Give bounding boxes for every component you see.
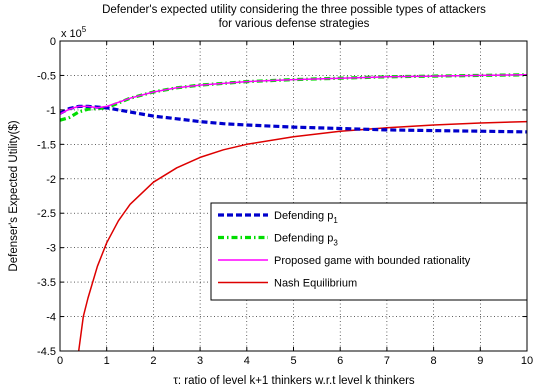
y-axis-label: Defenser's Expected Utility($) <box>8 120 20 271</box>
x-tick-label: 3 <box>197 355 203 367</box>
axis-ticks: 0 1 2 3 4 5 6 7 8 9 10 0 -0.5 -1 -1.5 -2 -2.5 -3 -3.5 -4 -4.… <box>37 36 533 367</box>
legend-label-3: Nash Equilibrium <box>274 278 357 290</box>
y-exponent-power: 5 <box>82 25 87 34</box>
legend-label-subscript: 3 <box>333 239 338 248</box>
legend-label-text: Defending p <box>274 233 333 245</box>
x-tick-label: 5 <box>290 355 296 367</box>
y-tick-label: -3 <box>46 243 56 255</box>
y-tick-label: -2.5 <box>37 208 56 220</box>
x-tick-label: 10 <box>521 355 533 367</box>
legend-label-1: Defending p3 <box>274 233 338 248</box>
y-exponent-label: x 105 <box>61 25 87 40</box>
x-tick-label: 4 <box>244 355 250 367</box>
chart-title-line2: for various defense strategies <box>219 18 370 30</box>
legend-box <box>210 202 528 301</box>
x-tick-label: 1 <box>104 355 110 367</box>
chart-title-line1: Defender's expected utility considering … <box>102 4 486 16</box>
series-line-2 <box>60 74 527 115</box>
y-tick-label: -1.5 <box>37 139 56 151</box>
series-line-3 <box>77 120 527 351</box>
x-axis-label: τ: ratio of level k+1 thinkers w.r.t lev… <box>173 375 415 387</box>
x-tick-label: 9 <box>477 355 483 367</box>
x-tick-label: 2 <box>150 355 156 367</box>
y-tick-label: -2 <box>46 174 56 186</box>
x-tick-label: 0 <box>57 355 63 367</box>
y-tick-label: 0 <box>50 36 56 48</box>
legend-label-2: Proposed game with bounded rationality <box>274 255 471 267</box>
legend-label-subscript: 1 <box>333 216 338 225</box>
y-tick-label: -0.5 <box>37 70 56 82</box>
legend-label-0: Defending p1 <box>274 210 338 225</box>
legend-label-text: Defending p <box>274 210 333 222</box>
y-tick-label: -4 <box>46 312 56 324</box>
x-tick-label: 8 <box>431 355 437 367</box>
series-lines <box>60 73 527 351</box>
y-tick-label: -1 <box>46 105 56 117</box>
x-tick-label: 6 <box>337 355 343 367</box>
y-exponent-base: x 10 <box>61 28 82 40</box>
y-tick-label: -4.5 <box>37 346 56 358</box>
legend-label-text: Nash Equilibrium <box>274 278 357 290</box>
y-tick-label: -3.5 <box>37 277 56 289</box>
legend-label-text: Proposed game with bounded rationality <box>274 255 471 267</box>
x-tick-label: 7 <box>384 355 390 367</box>
